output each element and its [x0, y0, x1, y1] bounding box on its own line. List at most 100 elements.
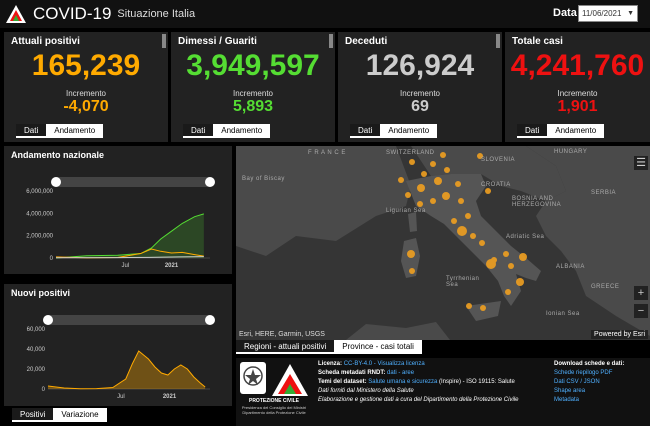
- kpi-totale-casi: Totale casi 4,241,760 Incremento 1,901 D…: [505, 32, 650, 142]
- kpi-title: Dimessi / Guariti: [178, 36, 257, 47]
- kpi-scrollbar[interactable]: [329, 34, 333, 48]
- y-tick-label: 4,000,000: [26, 211, 53, 217]
- kpi-value: 3,949,597: [186, 49, 320, 82]
- licenza-label: Licenza:: [318, 361, 343, 367]
- app-subtitle: Situazione Italia: [117, 8, 196, 20]
- kpi-scrollbar[interactable]: [162, 34, 166, 48]
- kpi-scrollbar[interactable]: [496, 34, 500, 48]
- tab-regioni[interactable]: Regioni - attuali positivi: [236, 340, 335, 354]
- kpi-deceduti: Deceduti 126,924 Incremento 69 Dati Anda…: [338, 32, 502, 142]
- kpi-increment-value: -4,070: [63, 98, 109, 115]
- tab-dati[interactable]: Dati: [16, 124, 47, 138]
- footer-logo-text: PROTEZIONE CIVILE: [248, 398, 299, 404]
- kpi-title: Deceduti: [345, 36, 388, 47]
- elaborazione-text: Elaborazione e gestione dati a cura del …: [318, 397, 519, 403]
- x-tick-label: Jul: [117, 394, 125, 400]
- panel-nuovi-positivi: Nuovi positivi 0 20,000 40,000 60,000 Jul 202…: [4, 284, 232, 406]
- emblem-icon: [240, 362, 308, 396]
- rndt-label: Scheda metadati RNDT:: [318, 370, 386, 376]
- map-label-tyrrhenian: Tyrrhenian Sea: [446, 276, 480, 288]
- zoom-in-icon[interactable]: +: [634, 286, 648, 300]
- nuovi-positivi-chart: 0 20,000 40,000 60,000 Jul 2021: [27, 315, 215, 400]
- y-tick-label: 2,000,000: [26, 234, 53, 240]
- map-background: [236, 146, 650, 340]
- download-link-pdf[interactable]: Schede riepilogo PDF: [554, 370, 613, 376]
- map-label-albania: ALBANIA: [556, 264, 585, 270]
- kpi-value: 4,241,760: [510, 49, 645, 82]
- tab-andamento[interactable]: Andamento: [547, 124, 605, 138]
- series-line: [55, 256, 204, 259]
- panel-title: Andamento nazionale: [11, 150, 105, 160]
- slider-handle-end: [205, 315, 215, 325]
- map-view[interactable]: F R A N C E SWITZERLAND SLOVENIA CROATIA…: [236, 146, 650, 340]
- map-label-croatia: CROATIA: [481, 182, 511, 188]
- temi-rest: (Inspire) - ISO 19115: Salute: [438, 379, 515, 385]
- tab-province[interactable]: Province - casi totali: [334, 340, 422, 354]
- kpi-value: 126,924: [365, 49, 475, 82]
- fonte-text: Dati forniti dal Ministero della Salute: [318, 388, 414, 394]
- slider-handle-start: [51, 177, 61, 187]
- kpi-increment-label: Incremento: [65, 89, 107, 98]
- kpi-increment-value: 5,893: [232, 98, 274, 115]
- temi-link[interactable]: Salute umana e sicurezza: [368, 379, 438, 385]
- time-slider-track: [48, 315, 210, 325]
- footer: PROTEZIONE CIVILE Presidenza del Consigl…: [236, 358, 650, 426]
- x-tick-label: 2021: [165, 263, 179, 269]
- zoom-out-icon[interactable]: −: [634, 304, 648, 318]
- map-label-serbia: SERBIA: [591, 190, 617, 196]
- date-value: 11/06/2021: [582, 9, 622, 18]
- andamento-nazionale-chart: 0 2,000,000 4,000,000 6,000,000 Jul 2021: [26, 177, 215, 269]
- tab-andamento[interactable]: Andamento: [380, 124, 438, 138]
- series-line: [55, 213, 204, 259]
- date-select[interactable]: 11/06/2021 ▼: [578, 5, 638, 22]
- y-tick-label: 0: [50, 256, 54, 262]
- tab-positivi[interactable]: Positivi: [12, 408, 54, 422]
- map-label-switzerland: SWITZERLAND: [386, 150, 435, 156]
- y-tick-label: 60,000: [27, 327, 46, 333]
- map-powered-by[interactable]: Powered by Esri: [591, 330, 648, 339]
- download-link-shape[interactable]: Shape area: [554, 388, 586, 394]
- kpi-attuali-positivi: Attuali positivi 165,239 Incremento -4,0…: [4, 32, 168, 142]
- chevron-down-icon: ▼: [627, 10, 634, 17]
- kpi-title: Attuali positivi: [11, 36, 80, 47]
- map-label-france: F R A N C E: [308, 150, 346, 156]
- kpi-increment-label: Incremento: [232, 89, 274, 98]
- map-label-bay: Bay of Biscay: [242, 176, 285, 182]
- x-tick-label: 2021: [163, 394, 177, 400]
- panel-title: Nuovi positivi: [11, 288, 71, 298]
- app-title: COVID-19: [33, 4, 112, 23]
- tab-dati[interactable]: Dati: [350, 124, 381, 138]
- download-block: Download schede e dati: Schede riepilogo…: [554, 360, 650, 405]
- download-title: Download schede e dati:: [554, 361, 625, 367]
- map-label-hungary: HUNGARY: [554, 149, 588, 155]
- tab-dati[interactable]: Dati: [183, 124, 214, 138]
- map-label-adriatic: Adriatic Sea: [506, 234, 545, 240]
- temi-label: Temi del dataset:: [318, 379, 367, 385]
- kpi-value: 165,239: [31, 49, 141, 82]
- tab-variazione[interactable]: Variazione: [53, 408, 107, 422]
- footer-logos: PROTEZIONE CIVILE Presidenza del Consigl…: [236, 358, 312, 426]
- y-tick-label: 0: [42, 387, 46, 393]
- app-header: COVID-19 Situazione Italia: [0, 0, 650, 28]
- info-block: Licenza: CC-BY-4.0 - Visualizza licenza …: [318, 360, 543, 405]
- rndt-link[interactable]: dati - aree: [387, 370, 415, 376]
- tab-andamento[interactable]: Andamento: [46, 124, 104, 138]
- download-link-metadata[interactable]: Metadata: [554, 397, 580, 403]
- tab-andamento[interactable]: Andamento: [213, 124, 271, 138]
- series-area: [56, 213, 204, 258]
- x-tick-label: Jul: [121, 263, 129, 269]
- footer-logo-sub: Presidenza del Consiglio dei Ministri Di…: [241, 405, 307, 415]
- series-area: [48, 351, 206, 389]
- date-label: Data: [553, 7, 577, 19]
- kpi-increment-value: 69: [411, 98, 429, 115]
- kpi-increment-label: Incremento: [557, 89, 598, 98]
- licenza-link[interactable]: CC-BY-4.0 - Visualizza licenza: [343, 361, 425, 367]
- kpi-title: Totale casi: [512, 36, 563, 47]
- map-list-icon[interactable]: ☰: [634, 156, 648, 170]
- map-label-greece: GREECE: [591, 284, 620, 290]
- map-label-ionian: Ionian Sea: [546, 311, 580, 317]
- tab-dati[interactable]: Dati: [517, 124, 548, 138]
- slider-handle-start: [43, 315, 53, 325]
- download-link-csv[interactable]: Dati CSV / JSON: [554, 379, 600, 385]
- series-line: [47, 350, 206, 390]
